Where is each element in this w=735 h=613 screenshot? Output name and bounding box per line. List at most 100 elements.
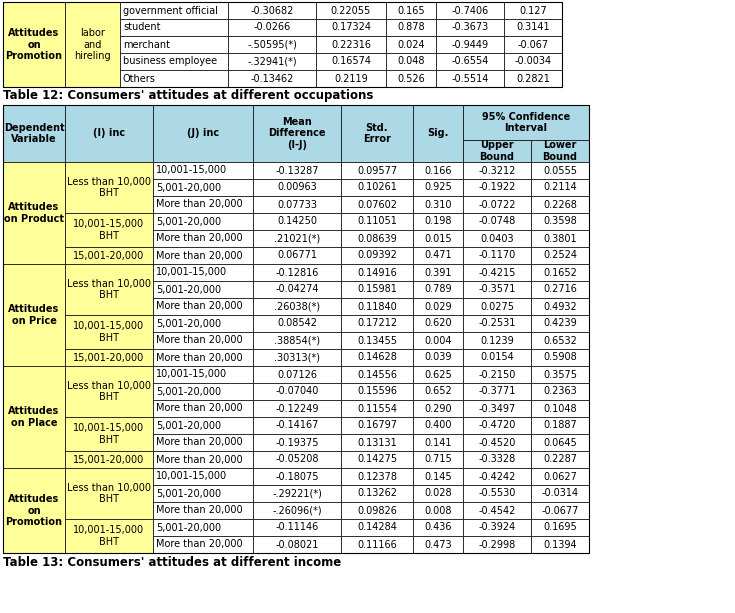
Text: -0.7406: -0.7406 [451,6,489,15]
Bar [531,315,589,332]
Text: More than 20,000: More than 20,000 [156,251,243,261]
Bar [463,298,531,315]
Bar [531,468,589,485]
Bar [65,162,153,213]
Text: 0.625: 0.625 [424,370,452,379]
Text: -0.5530: -0.5530 [478,489,516,498]
Text: More than 20,000: More than 20,000 [156,454,243,465]
Text: -0.4720: -0.4720 [478,421,516,430]
Bar [413,366,463,383]
Text: 0.6532: 0.6532 [543,335,577,346]
Bar [341,366,413,383]
Text: 15,001-20,000: 15,001-20,000 [74,454,145,465]
Text: 0.0154: 0.0154 [480,352,514,362]
Text: business employee: business employee [123,56,217,66]
Bar [413,315,463,332]
Bar [153,349,253,366]
Bar [531,400,589,417]
Bar [463,179,531,196]
Bar [531,536,589,553]
Bar [153,162,253,179]
Text: 0.5908: 0.5908 [543,352,577,362]
Bar [531,298,589,315]
Text: 0.11554: 0.11554 [357,403,397,414]
Text: 15,001-20,000: 15,001-20,000 [74,251,145,261]
Text: .21021(*): .21021(*) [274,234,320,243]
Bar [65,105,153,162]
Text: -0.0722: -0.0722 [478,199,516,210]
Text: 5,001-20,000: 5,001-20,000 [156,284,221,294]
Text: 0.15596: 0.15596 [357,387,397,397]
Bar [463,417,531,434]
Text: -0.12816: -0.12816 [276,267,319,278]
Text: Mean
Difference
(I-J): Mean Difference (I-J) [268,117,326,150]
Text: Less than 10,000
BHT: Less than 10,000 BHT [67,279,151,300]
Text: -0.0677: -0.0677 [541,506,578,516]
Text: .30313(*): .30313(*) [274,352,320,362]
Bar [3,105,589,553]
Bar [120,19,228,36]
Text: 0.14284: 0.14284 [357,522,397,533]
Bar [228,53,316,70]
Bar [386,19,436,36]
Bar [531,332,589,349]
Text: 0.048: 0.048 [397,56,425,66]
Bar [120,70,228,87]
Bar [413,434,463,451]
Text: More than 20,000: More than 20,000 [156,438,243,447]
Bar [531,366,589,383]
Text: -0.9449: -0.9449 [451,39,489,50]
Bar [253,281,341,298]
Bar [531,451,589,468]
Bar [436,53,504,70]
Bar [65,315,153,349]
Bar [65,519,153,553]
Bar [153,485,253,502]
Bar [531,162,589,179]
Text: 10,001-15,000
BHT: 10,001-15,000 BHT [74,423,145,445]
Bar [341,264,413,281]
Text: Less than 10,000
BHT: Less than 10,000 BHT [67,177,151,198]
Bar [463,502,531,519]
Bar [413,468,463,485]
Bar [253,434,341,451]
Text: Attitudes
on Product: Attitudes on Product [4,202,64,224]
Bar [531,417,589,434]
Bar [253,349,341,366]
Bar [341,332,413,349]
Text: Lower
Bound: Lower Bound [542,140,578,162]
Text: 0.17212: 0.17212 [357,319,397,329]
Text: Table 13: Consumers' attitudes at different income: Table 13: Consumers' attitudes at differ… [3,555,341,568]
Text: -0.07040: -0.07040 [276,387,319,397]
Text: 95% Confidence
Interval: 95% Confidence Interval [482,112,570,133]
Text: More than 20,000: More than 20,000 [156,302,243,311]
Bar [504,36,562,53]
Bar [413,485,463,502]
Text: -0.4542: -0.4542 [478,506,516,516]
Text: 0.620: 0.620 [424,319,452,329]
Bar [253,366,341,383]
Text: .26038(*): .26038(*) [274,302,320,311]
Text: 0.11166: 0.11166 [357,539,397,549]
Text: 0.028: 0.028 [424,489,452,498]
Bar [413,247,463,264]
Text: 0.652: 0.652 [424,387,452,397]
Bar [153,417,253,434]
Bar [463,281,531,298]
Bar [253,247,341,264]
Text: 0.0627: 0.0627 [543,471,577,481]
Text: -0.30682: -0.30682 [251,6,294,15]
Text: 5,001-20,000: 5,001-20,000 [156,319,221,329]
Bar [153,332,253,349]
Text: 0.17324: 0.17324 [331,23,371,32]
Bar [341,179,413,196]
Text: labor
and
hireling: labor and hireling [74,28,111,61]
Bar [65,468,153,519]
Text: 0.0555: 0.0555 [543,166,577,175]
Bar [65,247,153,264]
Bar [253,332,341,349]
Bar [531,140,589,162]
Bar [153,179,253,196]
Text: 5,001-20,000: 5,001-20,000 [156,216,221,226]
Bar [153,519,253,536]
